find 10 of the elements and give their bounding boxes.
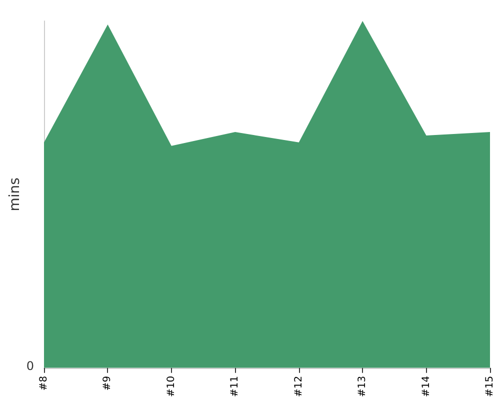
x-tick-label: #11 [230,376,241,398]
x-tick-label: #8 [38,376,50,391]
y-axis-title: mins [7,178,23,212]
x-tick-label: #12 [293,376,304,398]
x-tick-label: #9 [102,376,114,391]
text: 0 [26,358,34,373]
x-tick-label: #14 [420,376,432,398]
x-tick-label: #13 [357,376,368,398]
x-tick-label: #15 [484,376,496,398]
x-tick-label: #10 [166,376,177,398]
